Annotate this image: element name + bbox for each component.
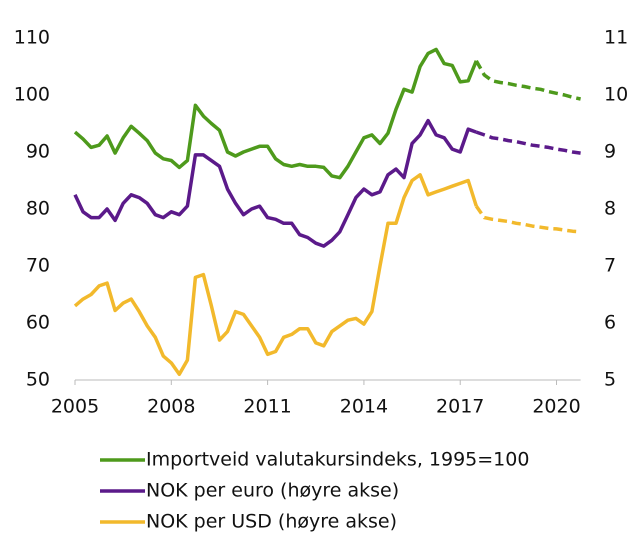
legend-label: NOK per euro (høyre akse)	[146, 480, 399, 502]
legend-label: NOK per USD (høyre akse)	[146, 511, 397, 533]
x-tick-label: 2011	[243, 396, 291, 418]
y2-tick-label: 9	[604, 141, 616, 163]
y-tick-label: 90	[26, 141, 50, 163]
series-line	[73, 118, 477, 248]
y2-tick-label: 8	[604, 198, 616, 220]
x-tick-label: 2008	[147, 396, 195, 418]
y-tick-label: 110	[14, 27, 50, 49]
series-line	[73, 173, 478, 377]
y2-tick-label: 6	[604, 312, 616, 334]
x-tick-label: 2005	[51, 396, 99, 418]
y-tick-label: 50	[26, 369, 50, 391]
y2-tick-label: 11	[604, 27, 628, 49]
y-tick-label: 80	[26, 198, 50, 220]
legend-label: Importveid valutakursindeks, 1995=100	[146, 449, 529, 471]
y-tick-label: 100	[14, 84, 50, 106]
forecast-line	[474, 205, 581, 234]
x-tick-label: 2017	[436, 396, 484, 418]
y-tick-label: 60	[26, 312, 50, 334]
y2-tick-label: 7	[604, 255, 616, 277]
y2-tick-label: 10	[604, 84, 628, 106]
forecast-line	[474, 59, 581, 101]
y2-tick-label: 5	[604, 369, 616, 391]
y-tick-label: 70	[26, 255, 50, 277]
forecast-line	[475, 130, 581, 155]
series-line	[73, 47, 478, 180]
x-tick-label: 2020	[532, 396, 580, 418]
x-tick-label: 2014	[340, 396, 388, 418]
